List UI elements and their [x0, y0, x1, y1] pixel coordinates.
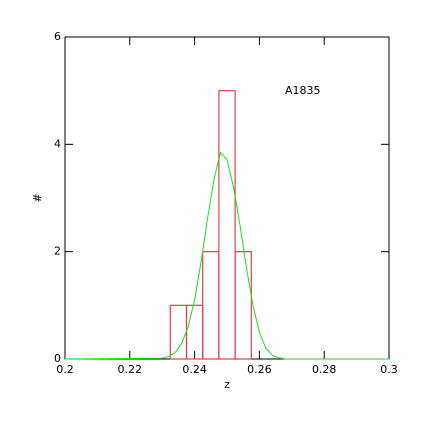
plot-frame — [64, 36, 390, 360]
histogram-bar — [218, 90, 236, 360]
x-axis-label: z — [224, 378, 230, 391]
histogram-bar — [234, 251, 252, 360]
y-tick-label: 0 — [54, 352, 61, 365]
histogram-bar — [169, 304, 188, 360]
x-tick-label: 0.22 — [118, 363, 143, 376]
y-tick-label: 4 — [54, 137, 61, 150]
y-tick-label: 6 — [54, 30, 61, 43]
x-tick-label: 0.24 — [182, 363, 207, 376]
histogram-bar — [185, 304, 204, 360]
y-axis-label: # — [31, 193, 44, 202]
y-tick-label: 2 — [54, 245, 61, 258]
annotation: A1835 — [285, 84, 321, 97]
x-tick-label: 0.28 — [312, 363, 337, 376]
x-tick-label: 0.2 — [56, 363, 74, 376]
fit-curve — [64, 151, 389, 360]
x-tick-label: 0.26 — [247, 363, 272, 376]
histogram-bar — [202, 251, 220, 360]
x-tick-label: 0.3 — [380, 363, 398, 376]
